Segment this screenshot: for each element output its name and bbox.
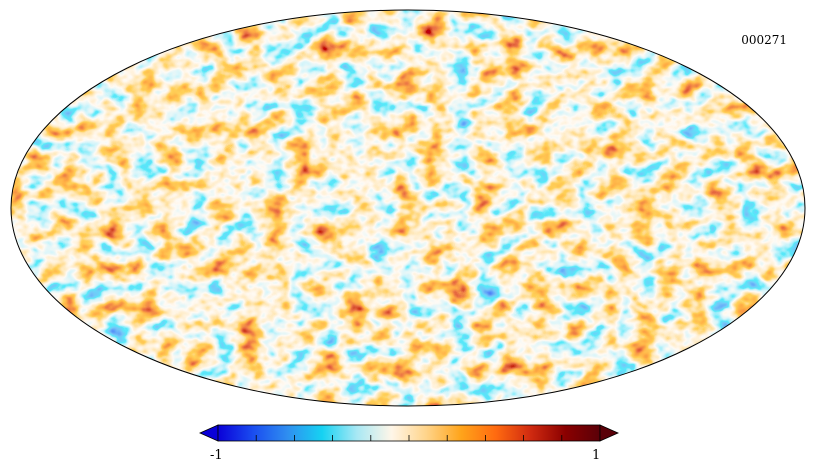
mollweide-map [10, 9, 806, 407]
colorbar-max-arrow [599, 424, 619, 442]
colorbar-max-label: 1 [592, 448, 601, 463]
map-outline [10, 9, 806, 407]
map-label: 000271 [741, 33, 787, 47]
anisotropy-field [11, 10, 805, 406]
sky-map: 000271 [10, 9, 806, 407]
colorbar: -1 1 [196, 420, 622, 474]
colorbar-min-label: -1 [210, 448, 223, 463]
colorbar-min-arrow [199, 424, 219, 442]
colorbar-graphic [199, 424, 619, 442]
colorbar-ticks [255, 435, 563, 441]
